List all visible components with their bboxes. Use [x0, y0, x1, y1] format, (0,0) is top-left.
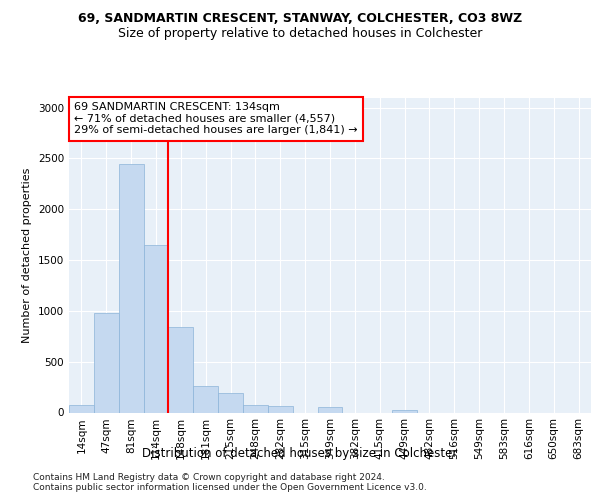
Bar — [94, 313, 119, 412]
Bar — [243, 406, 268, 412]
Bar — [119, 164, 143, 412]
Bar — [218, 392, 243, 412]
Text: Contains HM Land Registry data © Crown copyright and database right 2024.
Contai: Contains HM Land Registry data © Crown c… — [33, 472, 427, 492]
Bar — [268, 406, 293, 412]
Bar — [143, 245, 169, 412]
Text: 69, SANDMARTIN CRESCENT, STANWAY, COLCHESTER, CO3 8WZ: 69, SANDMARTIN CRESCENT, STANWAY, COLCHE… — [78, 12, 522, 26]
Text: 69 SANDMARTIN CRESCENT: 134sqm
← 71% of detached houses are smaller (4,557)
29% : 69 SANDMARTIN CRESCENT: 134sqm ← 71% of … — [74, 102, 358, 136]
Text: Distribution of detached houses by size in Colchester: Distribution of detached houses by size … — [142, 448, 458, 460]
Y-axis label: Number of detached properties: Number of detached properties — [22, 168, 32, 342]
Bar — [69, 406, 94, 412]
Text: Size of property relative to detached houses in Colchester: Size of property relative to detached ho… — [118, 28, 482, 40]
Bar — [317, 408, 343, 412]
Bar — [193, 386, 218, 412]
Bar — [392, 410, 417, 412]
Bar — [169, 327, 193, 412]
